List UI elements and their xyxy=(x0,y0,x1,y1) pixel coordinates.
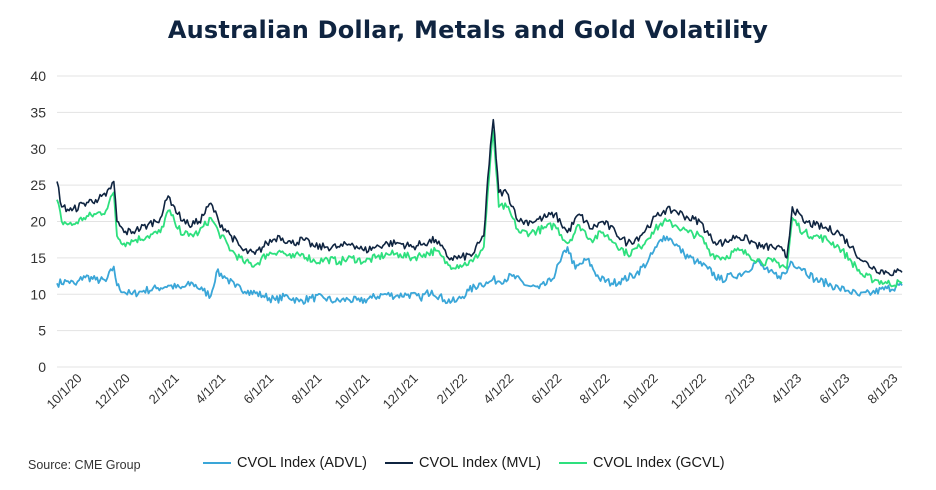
y-tick-label: 40 xyxy=(30,68,46,84)
y-axis-ticks: 0 5 10 15 20 25 30 35 40 xyxy=(30,68,46,375)
x-tick-label: 12/1/21 xyxy=(380,371,421,412)
legend-item-gcvl: CVOL Index (GCVL) xyxy=(558,455,725,471)
series-line-gcvl xyxy=(56,129,903,288)
legend-label-mvl: CVOL Index (MVL) xyxy=(419,455,541,471)
x-tick-label: 10/1/22 xyxy=(619,371,660,412)
x-tick-label: 4/1/21 xyxy=(192,371,228,407)
series-line-mvl xyxy=(56,118,903,277)
y-tick-label: 0 xyxy=(38,359,46,375)
legend-swatch-mvl xyxy=(385,462,414,464)
x-tick-label: 2/1/23 xyxy=(722,371,758,407)
x-tick-label: 4/1/22 xyxy=(480,371,516,407)
x-tick-label: 10/1/20 xyxy=(44,371,85,412)
x-tick-label: 6/1/21 xyxy=(240,371,276,407)
source-note: Source: CME Group xyxy=(28,458,141,472)
x-tick-label: 12/1/22 xyxy=(668,371,709,412)
x-axis-ticks: 10/1/20 12/1/20 2/1/21 4/1/21 6/1/21 8/1/21 10… xyxy=(44,371,901,412)
legend: CVOL Index (ADVL) CVOL Index (MVL) CVOL … xyxy=(203,455,743,471)
y-tick-label: 10 xyxy=(30,286,46,302)
series-lines xyxy=(56,118,903,305)
series-line-advl xyxy=(56,235,903,305)
legend-item-mvl: CVOL Index (MVL) xyxy=(385,455,541,471)
y-tick-label: 25 xyxy=(30,177,46,193)
legend-item-advl: CVOL Index (ADVL) xyxy=(203,455,367,471)
chart-title: Australian Dollar, Metals and Gold Volat… xyxy=(167,16,769,44)
y-tick-label: 5 xyxy=(38,323,46,339)
legend-swatch-gcvl xyxy=(558,462,587,464)
line-chart: 0 5 10 15 20 25 30 35 40 10/1/20 12/1/20 2/1/21 4/1… xyxy=(30,68,903,412)
x-tick-label: 4/1/23 xyxy=(768,371,804,407)
y-tick-label: 35 xyxy=(30,104,46,120)
legend-swatch-advl xyxy=(203,462,231,464)
y-tick-label: 20 xyxy=(30,214,46,230)
x-tick-label: 10/1/21 xyxy=(331,371,372,412)
y-tick-label: 15 xyxy=(30,250,46,266)
x-tick-label: 8/1/21 xyxy=(288,371,324,407)
x-tick-label: 8/1/23 xyxy=(864,371,900,407)
x-tick-label: 6/1/23 xyxy=(816,371,852,407)
legend-label-gcvl: CVOL Index (GCVL) xyxy=(592,455,725,471)
x-tick-label: 2/1/22 xyxy=(434,371,470,407)
x-tick-label: 2/1/21 xyxy=(146,371,182,407)
x-tick-label: 6/1/22 xyxy=(528,371,564,407)
x-tick-label: 12/1/20 xyxy=(92,371,133,412)
y-tick-label: 30 xyxy=(30,141,46,157)
legend-label-advl: CVOL Index (ADVL) xyxy=(237,455,368,471)
x-tick-label: 8/1/22 xyxy=(576,371,612,407)
gridlines xyxy=(57,75,902,368)
